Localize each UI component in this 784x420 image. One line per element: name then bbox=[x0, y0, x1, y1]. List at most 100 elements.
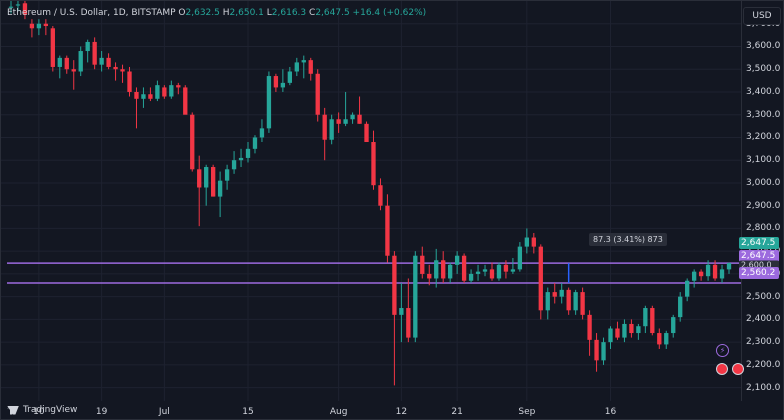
candle-body bbox=[587, 314, 592, 340]
candle-body bbox=[489, 269, 495, 279]
candle-body bbox=[71, 69, 76, 72]
candle-body bbox=[99, 57, 104, 65]
y-tick-label: 2,100.0 bbox=[746, 382, 781, 393]
candle-body bbox=[57, 57, 62, 67]
x-tick-label: 16 bbox=[604, 407, 617, 417]
candle-body bbox=[92, 41, 97, 65]
candle-body bbox=[231, 160, 237, 170]
y-tick-label: 2,300.0 bbox=[746, 337, 781, 348]
x-tick-label: 19 bbox=[95, 407, 108, 417]
us-flag-event-icon-2[interactable] bbox=[732, 363, 744, 375]
candle-body bbox=[294, 62, 299, 72]
high-label: H bbox=[222, 8, 230, 18]
candle-body bbox=[217, 180, 223, 197]
candle-body bbox=[448, 264, 453, 279]
candle-body bbox=[468, 273, 474, 281]
currency-button[interactable]: USD bbox=[743, 7, 781, 25]
candle-body bbox=[671, 317, 676, 334]
candle-body bbox=[155, 85, 160, 99]
candle-body bbox=[650, 308, 655, 334]
candle-body bbox=[705, 264, 711, 277]
x-tick-label: Jul bbox=[158, 407, 170, 417]
price-range-measure-label: 87.3 (3.41%) 873 bbox=[589, 233, 667, 246]
candle-body bbox=[517, 246, 523, 270]
candle-body bbox=[238, 157, 244, 161]
lightning-icon[interactable]: ⚡ bbox=[716, 344, 729, 357]
partial-price-tag: 2,600.0 bbox=[739, 260, 779, 270]
candle-body bbox=[399, 308, 404, 315]
candle-body bbox=[594, 339, 599, 361]
tradingview-brand[interactable]: TradingView bbox=[7, 403, 77, 417]
open-label: O bbox=[178, 8, 186, 18]
tradingview-logo-icon bbox=[7, 405, 19, 415]
y-tick-label: 3,600.0 bbox=[746, 41, 781, 52]
brand-label: TradingView bbox=[23, 405, 78, 415]
candle-body bbox=[8, 6, 14, 8]
candle-body bbox=[510, 269, 516, 272]
x-tick-label: 10 bbox=[33, 407, 45, 417]
candle-body bbox=[273, 76, 279, 88]
candle-body bbox=[678, 296, 683, 318]
y-tick-label: 3,400.0 bbox=[746, 86, 781, 97]
y-tick-label: 3,500.0 bbox=[746, 64, 781, 75]
chart-legend: Ethereum / U.S. Dollar, 1D, BITSTAMP O2,… bbox=[7, 8, 426, 18]
last-price-tag: 2,647.5 bbox=[739, 237, 779, 249]
candle-body bbox=[636, 326, 641, 334]
candle-body bbox=[503, 264, 509, 272]
candle-body bbox=[691, 271, 697, 281]
lower-line-price-tag: 2,560.2 bbox=[739, 267, 779, 279]
price-axis[interactable]: 3,700.03,600.03,500.03,400.03,300.03,200… bbox=[741, 1, 783, 401]
y-tick-label: 2,800.0 bbox=[746, 223, 781, 234]
symbol-title[interactable]: Ethereum / U.S. Dollar, 1D, BITSTAMP bbox=[7, 8, 176, 18]
candle-body bbox=[266, 76, 272, 129]
open-value: 2,632.5 bbox=[185, 8, 220, 18]
close-label: C bbox=[309, 8, 316, 18]
candle-body bbox=[413, 255, 418, 338]
candle-body bbox=[134, 91, 139, 99]
candle-body bbox=[601, 342, 606, 361]
candle-body bbox=[573, 292, 578, 311]
candle-body bbox=[329, 119, 334, 140]
us-flag-event-icon[interactable] bbox=[716, 363, 728, 375]
candle-body bbox=[406, 308, 411, 338]
y-tick-label: 3,000.0 bbox=[746, 177, 781, 188]
change-value: +16.4 (+0.62%) bbox=[352, 8, 427, 18]
candle-body bbox=[552, 292, 557, 297]
candle-body bbox=[176, 85, 181, 88]
x-tick-label: Sep bbox=[518, 407, 536, 417]
candle-body bbox=[712, 264, 718, 279]
candle-body bbox=[78, 51, 83, 72]
candle-body bbox=[420, 255, 425, 274]
y-tick-label: 2,400.0 bbox=[746, 314, 781, 325]
candle-body bbox=[566, 289, 571, 311]
candle-body bbox=[371, 142, 376, 186]
candle-body bbox=[427, 273, 432, 279]
candle-body bbox=[315, 73, 320, 115]
candle-body bbox=[454, 255, 460, 265]
candle-body bbox=[378, 185, 383, 206]
candle-body bbox=[629, 323, 634, 334]
y-tick-label: 3,100.0 bbox=[746, 155, 781, 166]
candle-body bbox=[643, 308, 648, 327]
candle-body bbox=[322, 114, 327, 140]
price-chart[interactable] bbox=[1, 1, 741, 401]
candle-body bbox=[496, 264, 502, 279]
candle-body bbox=[336, 119, 341, 124]
candle-body bbox=[392, 255, 397, 315]
candle-body bbox=[252, 137, 258, 149]
y-tick-label: 2,200.0 bbox=[746, 359, 781, 370]
upper-line-price-tag: 2,647.5 bbox=[739, 250, 779, 262]
x-tick-label: Aug bbox=[329, 407, 348, 417]
candle-body bbox=[357, 114, 362, 124]
candle-body bbox=[343, 119, 348, 124]
candle-body bbox=[726, 263, 732, 270]
candle-body bbox=[50, 28, 55, 67]
candle-body bbox=[545, 292, 550, 311]
low-label: L bbox=[266, 8, 272, 18]
x-tick-label: 15 bbox=[242, 407, 254, 417]
candle-body bbox=[245, 148, 251, 158]
candle-body bbox=[204, 167, 209, 188]
candle-body bbox=[559, 289, 564, 297]
y-tick-label: 3,200.0 bbox=[746, 132, 781, 143]
candle-body bbox=[301, 60, 306, 63]
